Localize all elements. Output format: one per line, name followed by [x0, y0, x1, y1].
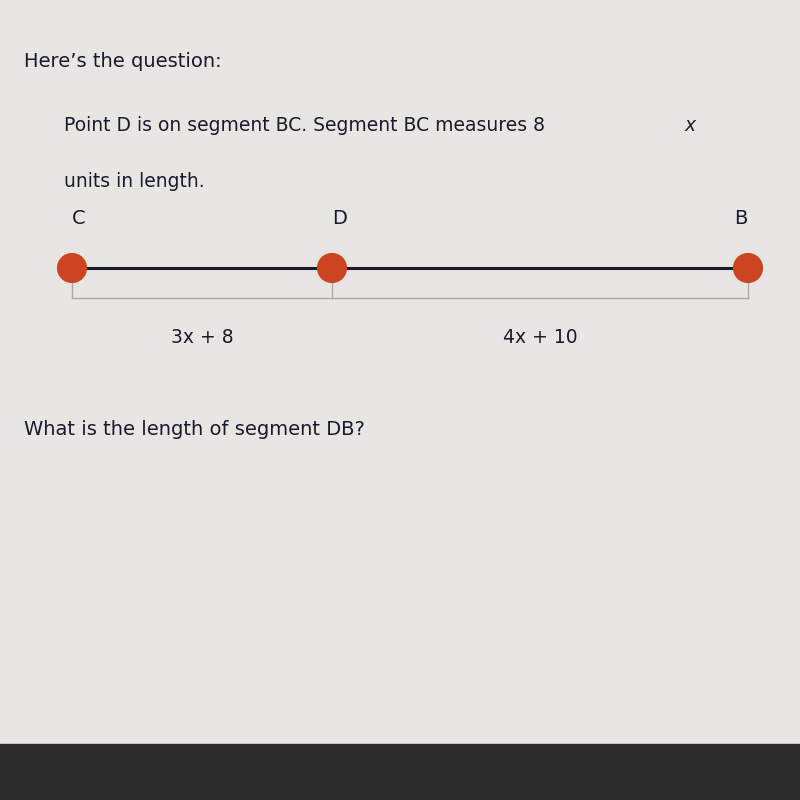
Text: units in length.: units in length. [64, 172, 205, 191]
Bar [0, 744, 800, 800]
Text: C: C [72, 209, 86, 228]
Text: Point D is on segment BC. Segment BC measures 8: Point D is on segment BC. Segment BC mea… [64, 116, 545, 135]
Text: 3x + 8: 3x + 8 [170, 328, 234, 347]
Circle shape [318, 254, 346, 282]
Text: D: D [332, 209, 347, 228]
Text: What is the length of segment DB?: What is the length of segment DB? [24, 420, 365, 439]
Text: 4x + 10: 4x + 10 [502, 328, 578, 347]
Text: B: B [734, 209, 748, 228]
Text: x: x [685, 116, 696, 135]
Circle shape [734, 254, 762, 282]
Circle shape [58, 254, 86, 282]
Text: Here’s the question:: Here’s the question: [24, 52, 222, 71]
